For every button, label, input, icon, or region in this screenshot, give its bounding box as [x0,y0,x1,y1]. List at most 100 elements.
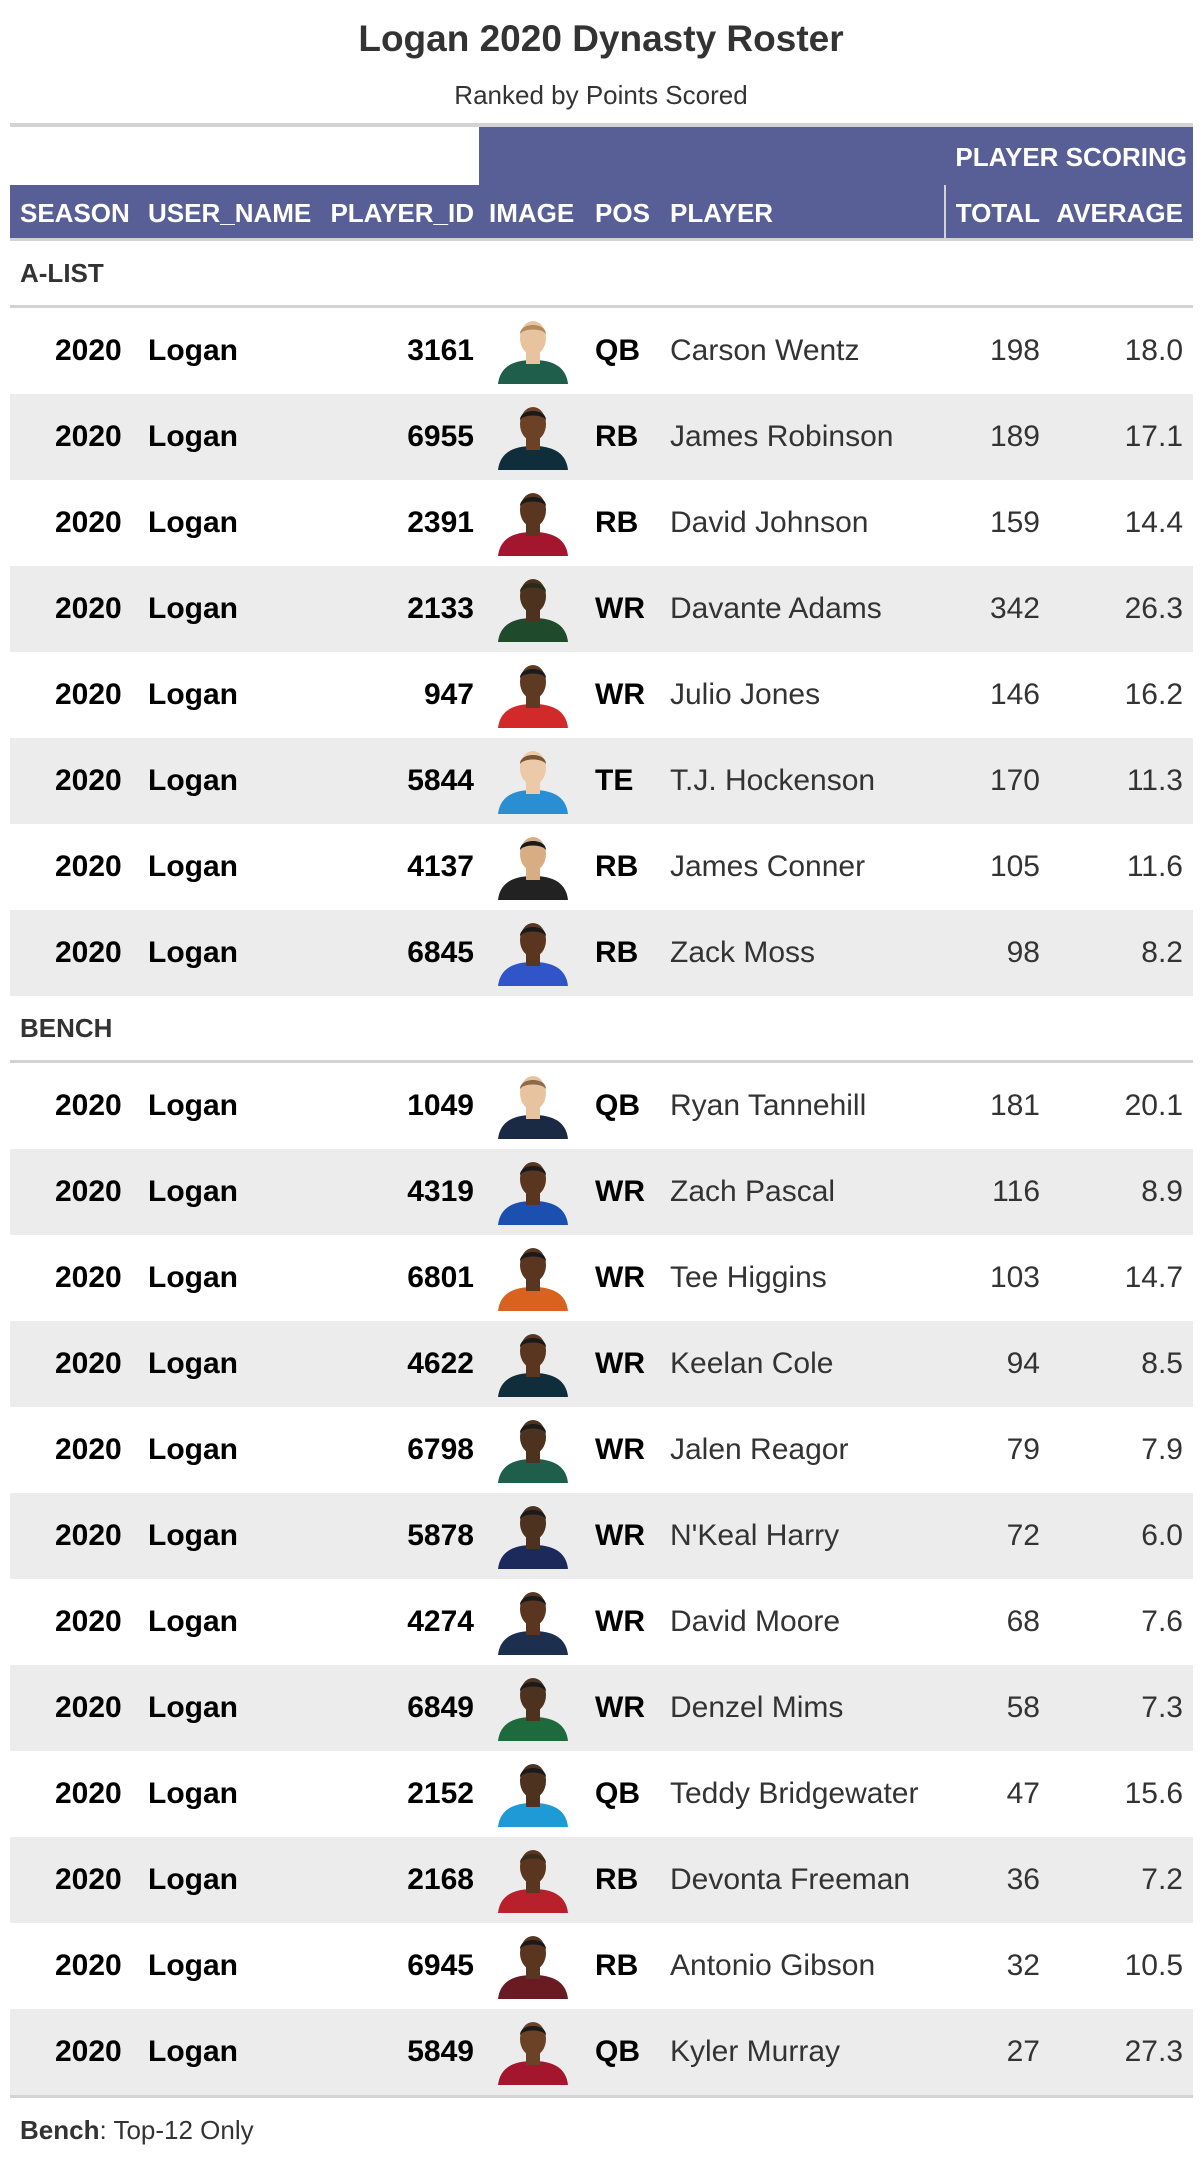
top-rule [10,123,1193,127]
col-header-player[interactable]: PLAYER [670,198,774,228]
table-row[interactable]: 2020 Logan 4622 WR Keelan Cole 94 8.5 [10,1321,1193,1407]
table-row[interactable]: 2020 Logan 4274 WR David Moore 68 7.6 [10,1579,1193,1665]
cell-player-id: 2152 [407,1777,474,1810]
cell-total: 79 [1006,1433,1040,1466]
cell-season: 2020 [55,334,122,367]
cell-pos: QB [595,334,640,367]
cell-player-name: Devonta Freeman [670,1863,911,1896]
table-row[interactable]: 2020 Logan 6955 RB James Robinson 189 17.1 [10,394,1193,480]
table-row[interactable]: 2020 Logan 4319 WR Zach Pascal 116 8.9 [10,1149,1193,1235]
table-row[interactable]: 2020 Logan 1049 QB Ryan Tannehill 181 20.1 [10,1063,1193,1149]
cell-user-name: Logan [148,1175,238,1208]
table-row[interactable]: 2020 Logan 6849 WR Denzel Mims 58 7.3 [10,1665,1193,1751]
cell-average: 8.2 [1141,936,1183,969]
cell-player-name: David Moore [670,1605,841,1638]
player-headshot [498,1678,568,1741]
cell-average: 18.0 [1124,334,1183,367]
player-headshot [498,2022,568,2085]
cell-average: 6.0 [1141,1519,1183,1552]
table-row[interactable]: 2020 Logan 5844 TE T.J. Hockenson 170 11.3 [10,738,1193,824]
player-headshot [498,1162,568,1225]
cell-player-name: Carson Wentz [670,334,860,367]
cell-pos: RB [595,936,639,969]
cell-user-name: Logan [148,1691,238,1724]
player-headshot [498,923,568,986]
col-header-image[interactable]: IMAGE [489,198,575,228]
table-title: Logan 2020 Dynasty Roster [358,18,844,59]
cell-pos: WR [595,1519,645,1552]
table-row[interactable]: 2020 Logan 2152 QB Teddy Bridgewater 47 15.6 [10,1751,1193,1837]
cell-average: 16.2 [1124,678,1183,711]
col-header-user-name[interactable]: USER_NAME [148,198,312,228]
player-headshot [498,407,568,470]
cell-pos: WR [595,592,645,625]
cell-average: 7.6 [1141,1605,1183,1638]
cell-average: 15.6 [1124,1777,1183,1810]
cell-average: 14.7 [1124,1261,1183,1294]
roster-table: PLAYER SCORING SEASON USER_NAME PLAYER_I… [10,123,1193,2098]
cell-player-name: Antonio Gibson [670,1949,876,1982]
cell-total: 181 [989,1089,1040,1122]
table-row[interactable]: 2020 Logan 2133 WR Davante Adams 342 26.3 [10,566,1193,652]
table-row[interactable]: 2020 Logan 6845 RB Zack Moss 98 8.2 [10,910,1193,996]
cell-player-id: 947 [423,678,474,711]
cell-pos: RB [595,1863,639,1896]
cell-pos: WR [595,1433,645,1466]
table-row[interactable]: 2020 Logan 5878 WR N'Keal Harry 72 6.0 [10,1493,1193,1579]
cell-user-name: Logan [148,1519,238,1552]
cell-season: 2020 [55,506,122,539]
cell-player-name: Teddy Bridgewater [670,1777,919,1810]
table-row[interactable]: 2020 Logan 6945 RB Antonio Gibson 32 10.5 [10,1923,1193,2009]
cell-pos: QB [595,1089,640,1122]
cell-pos: RB [595,850,639,883]
cell-player-name: Davante Adams [670,592,882,625]
table-row[interactable]: 2020 Logan 2168 RB Devonta Freeman 36 7.2 [10,1837,1193,1923]
cell-pos: WR [595,1347,645,1380]
cell-player-id: 6845 [407,936,474,969]
table-row[interactable]: 2020 Logan 4137 RB James Conner 105 11.6 [10,824,1193,910]
cell-pos: RB [595,420,639,453]
row-group-header: BENCH [10,996,1193,1063]
col-header-season[interactable]: SEASON [20,198,130,228]
cell-player-id: 4274 [407,1605,474,1638]
player-headshot [498,1764,568,1827]
cell-total: 36 [1006,1863,1040,1896]
column-header-row: SEASON USER_NAME PLAYER_ID IMAGE POS PLA… [10,185,1193,241]
cell-player-id: 2168 [407,1863,474,1896]
table-row[interactable]: 2020 Logan 6798 WR Jalen Reagor 79 7.9 [10,1407,1193,1493]
player-scoring-spanner: PLAYER SCORING [479,127,1193,185]
cell-pos: WR [595,678,645,711]
cell-player-id: 4137 [407,850,474,883]
cell-season: 2020 [55,936,122,969]
cell-pos: RB [595,1949,639,1982]
cell-average: 17.1 [1124,420,1183,453]
footnote: Bench: Top-12 Only [20,2115,254,2146]
table-row[interactable]: 2020 Logan 5849 QB Kyler Murray 27 27.3 [10,2009,1193,2095]
table-row[interactable]: 2020 Logan 2391 RB David Johnson 159 14.4 [10,480,1193,566]
table-row[interactable]: 2020 Logan 947 WR Julio Jones 146 16.2 [10,652,1193,738]
table-row[interactable]: 2020 Logan 3161 QB Carson Wentz 198 18.0 [10,308,1193,394]
cell-season: 2020 [55,1605,122,1638]
cell-pos: WR [595,1691,645,1724]
cell-user-name: Logan [148,1605,238,1638]
footnote-label: Bench [20,2115,100,2145]
col-header-average[interactable]: AVERAGE [1056,198,1183,228]
cell-average: 7.9 [1141,1433,1183,1466]
col-header-pos[interactable]: POS [595,198,650,228]
col-header-player-id[interactable]: PLAYER_ID [330,198,474,228]
cell-user-name: Logan [148,592,238,625]
cell-user-name: Logan [148,334,238,367]
cell-player-name: Ryan Tannehill [670,1089,867,1122]
cell-user-name: Logan [148,1863,238,1896]
table-row[interactable]: 2020 Logan 6801 WR Tee Higgins 103 14.7 [10,1235,1193,1321]
cell-player-name: Tee Higgins [670,1261,827,1294]
cell-total: 68 [1006,1605,1040,1638]
col-header-total[interactable]: TOTAL [955,198,1040,228]
cell-player-id: 2391 [407,506,474,539]
cell-pos: QB [595,2035,640,2068]
cell-user-name: Logan [148,850,238,883]
cell-pos: TE [595,764,634,797]
player-headshot [498,579,568,642]
column-separator [944,185,946,241]
cell-total: 98 [1006,936,1040,969]
